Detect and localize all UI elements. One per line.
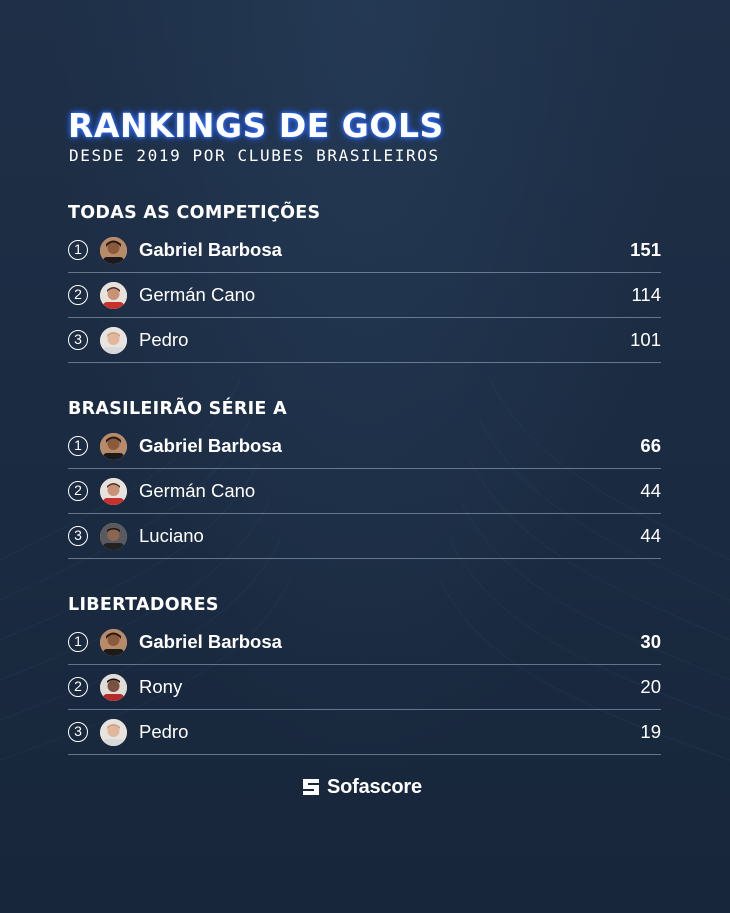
ranking-row: 1 Gabriel Barbosa 30 <box>68 620 661 665</box>
sofascore-logo-icon <box>303 779 319 795</box>
section-title: BRASILEIRÃO SÉRIE A <box>68 399 287 419</box>
player-name: Gabriel Barbosa <box>139 435 282 456</box>
section-title: LIBERTADORES <box>68 595 219 615</box>
player-name: Gabriel Barbosa <box>139 239 282 260</box>
ranking-row: 1 Gabriel Barbosa 151 <box>68 228 661 273</box>
rank-badge: 2 <box>68 677 88 697</box>
player-name: Germán Cano <box>139 480 256 501</box>
goal-count: 114 <box>631 284 662 305</box>
section-title: TODAS AS COMPETIÇÕES <box>68 203 321 223</box>
player-name: Germán Cano <box>139 284 256 305</box>
player-name: Luciano <box>139 525 204 546</box>
ranking-row: 2 Rony 20 <box>68 665 661 710</box>
player-avatar <box>100 236 127 264</box>
rank-badge: 3 <box>68 526 88 546</box>
goal-count: 151 <box>630 239 661 260</box>
goal-count: 20 <box>640 676 661 697</box>
player-avatar <box>100 326 127 354</box>
brand-footer: Sofascore <box>301 775 422 799</box>
player-name: Pedro <box>139 721 189 742</box>
ranking-row: 1 Gabriel Barbosa 66 <box>68 424 661 469</box>
player-name: Pedro <box>139 329 189 350</box>
player-avatar <box>100 281 127 309</box>
goal-count: 44 <box>640 525 661 546</box>
section-brasileirao-serie-a: BRASILEIRÃO SÉRIE A 1 Gabriel Barbosa 66… <box>68 396 661 559</box>
rank-badge: 3 <box>68 722 88 742</box>
rank-badge: 2 <box>68 481 88 501</box>
ranking-row: 2 Germán Cano 114 <box>68 273 661 318</box>
player-name: Gabriel Barbosa <box>139 631 282 652</box>
ranking-row: 3 Pedro 19 <box>68 710 661 755</box>
brand-name: Sofascore <box>327 775 422 798</box>
page-title: RANKINGS DE GOLS <box>68 106 444 145</box>
player-avatar <box>100 477 127 505</box>
rank-badge: 2 <box>68 285 88 305</box>
section-todas-competicoes: TODAS AS COMPETIÇÕES 1 Gabriel Barbosa 1… <box>68 200 661 363</box>
goal-count: 44 <box>640 480 661 501</box>
section-libertadores: LIBERTADORES 1 Gabriel Barbosa 30 2 Rony… <box>68 592 661 755</box>
player-avatar <box>100 673 127 701</box>
player-avatar <box>100 718 127 746</box>
goal-count: 19 <box>640 721 661 742</box>
goal-count: 30 <box>640 631 661 652</box>
rank-badge: 1 <box>68 632 88 652</box>
player-avatar <box>100 628 127 656</box>
player-avatar <box>100 522 127 550</box>
player-name: Rony <box>139 676 183 697</box>
goal-count: 66 <box>640 435 661 456</box>
ranking-row: 3 Luciano 44 <box>68 514 661 559</box>
ranking-row: 3 Pedro 101 <box>68 318 661 363</box>
page-subtitle: DESDE 2019 POR CLUBES BRASILEIROS <box>69 146 440 165</box>
goal-count: 101 <box>630 329 661 350</box>
rank-badge: 3 <box>68 330 88 350</box>
ranking-row: 2 Germán Cano 44 <box>68 469 661 514</box>
player-avatar <box>100 432 127 460</box>
rank-badge: 1 <box>68 436 88 456</box>
rank-badge: 1 <box>68 240 88 260</box>
